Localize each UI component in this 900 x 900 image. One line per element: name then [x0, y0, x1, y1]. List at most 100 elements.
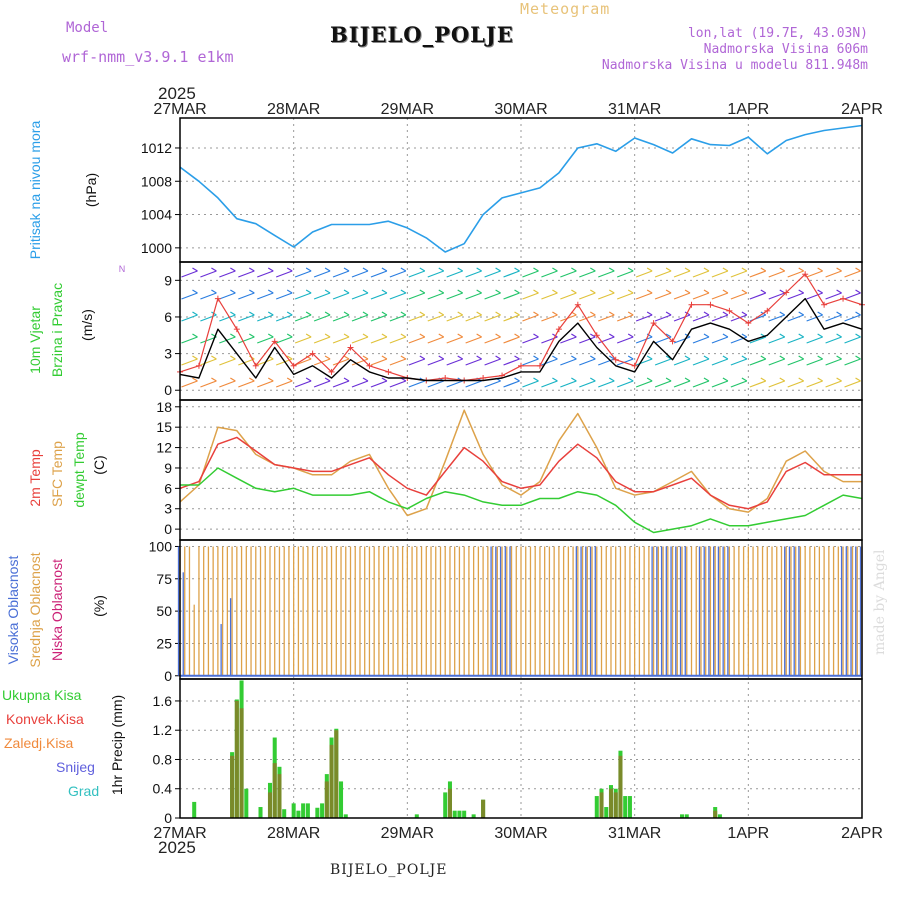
y-tick-label: 25 — [156, 635, 172, 651]
wind-arrow — [749, 270, 767, 278]
wind-arrow-head — [533, 377, 539, 382]
y-tick-label: 3 — [164, 346, 172, 362]
wind-arrow-head — [817, 267, 823, 272]
precip-legend-item: Zaledj.Kisa — [4, 735, 73, 751]
precip-legend-item: Snijeg — [56, 759, 95, 775]
wind-arrow-head — [514, 377, 520, 382]
wind-arrow — [332, 380, 350, 388]
wind-arrow — [579, 358, 596, 366]
wind-arrow — [446, 314, 463, 322]
wind-arrow-head — [192, 333, 198, 338]
wind-arrow — [200, 380, 217, 388]
wind-arrow — [825, 270, 842, 278]
wind-arrow-head — [589, 377, 596, 382]
wind-arrow — [692, 270, 710, 278]
precip-total-bar — [462, 810, 467, 818]
wind-arrow — [484, 270, 501, 278]
wind-arrow — [522, 358, 539, 366]
wind-arrow — [389, 380, 407, 388]
wind-arrow — [730, 292, 748, 300]
pressure-axis-label: Pritisak na nivou mora — [27, 121, 43, 260]
temp-2m-line — [179, 436, 862, 510]
wind-arrow — [541, 358, 558, 366]
wind-arrow — [427, 314, 444, 322]
wind-arrow — [579, 380, 596, 388]
wind-arrow-head — [779, 311, 786, 316]
wind-arrow-head — [798, 333, 805, 338]
wind-arrow-head — [400, 333, 407, 338]
wind-arrow-head — [438, 355, 445, 360]
wind-arrow-head — [855, 333, 861, 338]
wind-arrow — [294, 380, 312, 388]
wind-arrow — [313, 270, 331, 278]
year-label-bottom: 2025 — [158, 838, 196, 857]
wind-arrow — [181, 336, 198, 344]
wind-arrow — [238, 292, 255, 300]
wind-arrow-head — [362, 289, 369, 294]
pressure-unit-label: (hPa) — [83, 173, 99, 207]
wind-arrow-head — [571, 289, 577, 294]
wind-arrow — [257, 380, 274, 388]
wind-arrow-head — [552, 377, 558, 382]
precip-total-bar — [594, 796, 599, 818]
wind-arrow-head — [760, 289, 767, 294]
wind-arrow — [579, 314, 596, 322]
precip-convective-bar — [272, 763, 277, 818]
wind-arrow-head — [684, 267, 691, 272]
sfc-temp-axis-label: SFC Temp — [49, 441, 65, 507]
wind-arrow — [313, 314, 331, 322]
time-tick-label-top: 2APR — [841, 101, 883, 118]
precip-total-bar — [414, 814, 419, 818]
time-tick-label-bottom: 2APR — [841, 825, 883, 842]
wind-arrow-head — [267, 377, 274, 382]
model-elevation: Nadmorska Visina u modelu 811.948m — [601, 58, 868, 73]
wind-arrow — [238, 380, 255, 388]
wind-arrow-head — [798, 289, 805, 294]
cloud-unit-label: (%) — [91, 595, 107, 617]
wind-arrow-head — [514, 311, 520, 316]
wind-arrow-head — [571, 333, 577, 338]
y-tick-label: 0 — [164, 521, 172, 537]
wind-arrow-head — [779, 333, 786, 338]
time-tick-label-bottom: 1APR — [727, 825, 769, 842]
precip-convective-bar — [267, 792, 272, 818]
wind-arrow-head — [324, 355, 331, 360]
y-tick-label: 6 — [164, 480, 172, 496]
model-name: wrf-nmm_v3.9.1 e1km — [62, 48, 234, 66]
wind-arrow-head — [627, 377, 634, 382]
time-tick-label-top: 28MAR — [267, 101, 320, 118]
wind-arrow-head — [230, 355, 236, 360]
wind-arrow-head — [836, 377, 842, 382]
wind-arrow-head — [836, 289, 842, 294]
time-tick-label-bottom: 28MAR — [267, 825, 320, 842]
wind-arrow-head — [248, 289, 255, 294]
wind-arrow — [219, 336, 236, 344]
wind-arrow-head — [400, 355, 407, 360]
product-title: Meteogram — [520, 0, 611, 18]
wind-arrow-head — [476, 311, 482, 316]
precip-legend-item: Ukupna Kisa — [2, 687, 82, 703]
wind-arrow — [673, 380, 691, 388]
wind-arrow-head — [589, 267, 596, 272]
precip-total-bar — [623, 796, 628, 818]
wind-arrow — [294, 336, 312, 344]
year-label-top: 2025 — [158, 84, 196, 103]
wind-arrow-head — [627, 311, 634, 316]
wind-arrow — [446, 292, 463, 300]
precip-convective-bar — [447, 788, 452, 818]
high-cloud-axis-label: Visoka Oblacnost — [5, 556, 21, 665]
wind-arrow-head — [817, 289, 823, 294]
y-tick-label: 3 — [164, 501, 172, 517]
wind-arrow — [749, 380, 767, 388]
temperature-panel-frame — [179, 399, 863, 541]
wind-arrow-head — [211, 267, 217, 272]
wind-arrow-head — [286, 333, 293, 338]
wind-arrow-head — [608, 267, 615, 272]
wind-arrow — [806, 380, 823, 388]
wind-arrow — [787, 336, 804, 344]
wind-arrow-head — [362, 267, 369, 272]
wind-arrow-head — [192, 311, 198, 316]
time-tick-label-bottom: 30MAR — [494, 825, 547, 842]
wind-arrow — [844, 380, 861, 388]
wind-arrow — [370, 336, 388, 344]
